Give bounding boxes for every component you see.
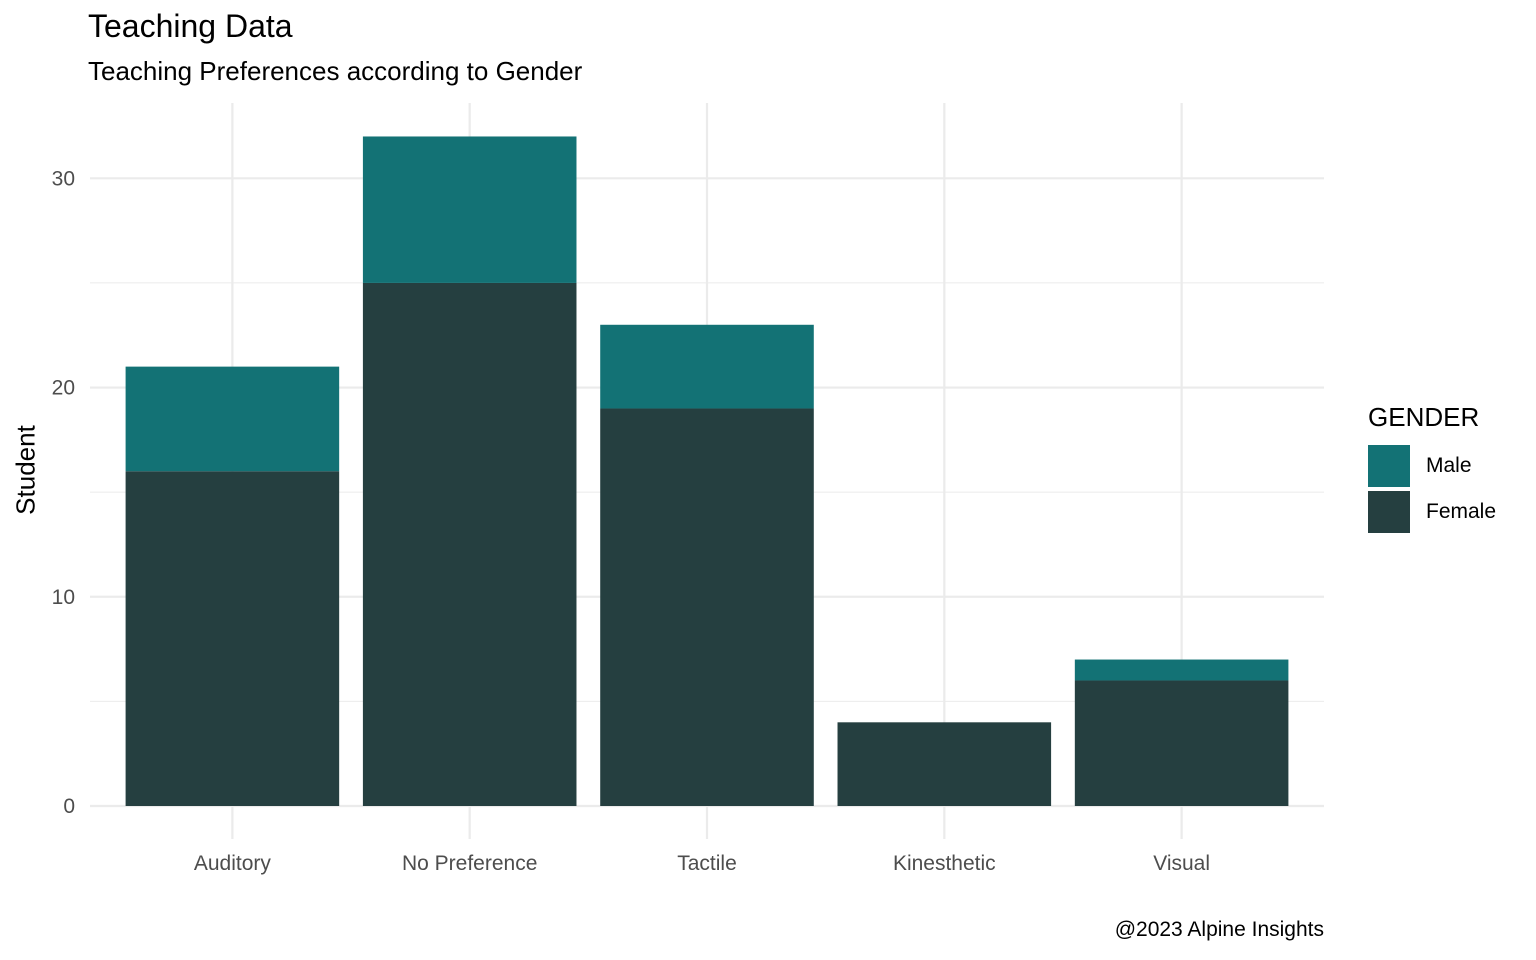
y-tick-label: 10: [52, 586, 75, 609]
bar-female: [600, 408, 814, 806]
bar-male: [600, 324, 814, 409]
y-tick-label: 30: [52, 167, 75, 190]
chart-title: Teaching Data: [88, 8, 293, 44]
x-tick-label: Kinesthetic: [893, 852, 996, 875]
x-tick-label: No Preference: [402, 852, 537, 875]
legend-swatch-male: [1368, 445, 1410, 487]
chart-subtitle: Teaching Preferences according to Gender: [88, 56, 583, 86]
legend-label-male: Male: [1426, 454, 1472, 477]
legend-item-female: Female: [1368, 489, 1496, 535]
bar-male: [125, 366, 340, 472]
bar-male: [1074, 659, 1289, 681]
bar-male: [362, 136, 577, 283]
bar-female: [362, 282, 577, 806]
bar-female: [125, 471, 340, 806]
x-tick-label: Auditory: [194, 852, 272, 875]
chart-caption: @2023 Alpine Insights: [1114, 918, 1324, 941]
bar-female: [1074, 680, 1289, 806]
legend-item-male: Male: [1368, 443, 1496, 489]
legend-label-female: Female: [1426, 500, 1497, 523]
legend-title: GENDER: [1368, 402, 1480, 432]
x-tick-label: Tactile: [677, 852, 737, 875]
y-tick-label: 0: [63, 795, 75, 818]
y-tick-label: 20: [52, 377, 75, 400]
y-axis-label: Student: [10, 425, 41, 515]
x-tick-label: Visual: [1153, 852, 1210, 875]
legend-swatch-female: [1368, 491, 1410, 533]
legend: GENDER Male Female: [1368, 402, 1496, 535]
bar-female: [837, 722, 1052, 806]
